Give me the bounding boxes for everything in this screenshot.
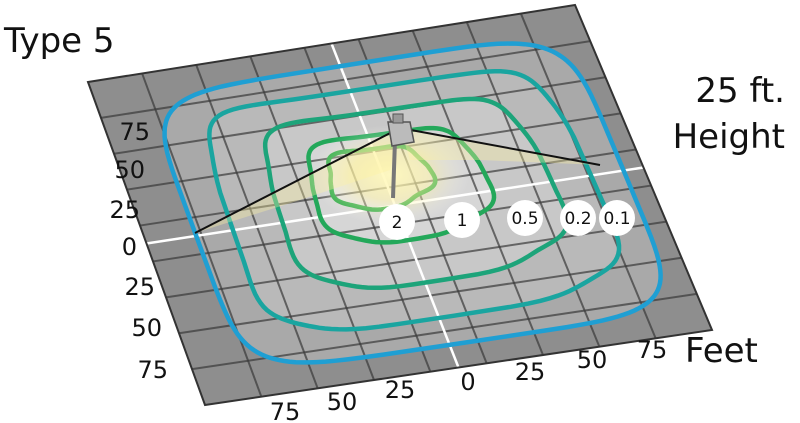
beam-edge <box>194 127 401 234</box>
left-tick-label: 75 <box>137 356 168 384</box>
bottom-tick-label: 0 <box>460 368 475 396</box>
height-label: Height <box>673 117 785 157</box>
bottom-tick-label: 50 <box>577 346 608 374</box>
luminaire-group <box>194 113 601 234</box>
bottom-tick-label: 25 <box>515 358 546 386</box>
left-tick-label: 0 <box>122 233 137 261</box>
pole <box>391 139 397 199</box>
bottom-tick-label: 25 <box>385 376 416 404</box>
title: Type 5 <box>3 21 115 61</box>
contour-label-badge <box>560 200 596 236</box>
contour-label: 2 <box>392 213 403 233</box>
beam-edge <box>399 127 601 166</box>
luminaire <box>387 121 415 147</box>
axis-unit: Feet <box>685 331 758 371</box>
contour-label-badge <box>507 200 543 236</box>
contour-label: 0.5 <box>511 209 538 229</box>
contour-line <box>207 69 622 332</box>
bottom-tick-label: 75 <box>637 336 668 364</box>
bottom-tick-label: 50 <box>327 388 358 416</box>
left-tick-label: 50 <box>114 156 145 184</box>
labels: Type 5 25 ft. Height Feet 2 1 0.5 0.2 0.1 75 5… <box>3 21 785 423</box>
contour-label-badge <box>599 200 635 236</box>
plane-border <box>86 3 714 407</box>
left-tick-label: 25 <box>124 273 155 301</box>
contour-line <box>262 96 570 291</box>
contour-label-badge <box>379 204 415 240</box>
luminaire-cap <box>392 113 404 124</box>
contour-line <box>162 41 663 365</box>
left-tick-label: 75 <box>119 118 150 146</box>
contour-label: 0.2 <box>564 209 591 229</box>
contour-label-badge <box>444 202 480 238</box>
left-tick-label: 50 <box>131 314 162 342</box>
contour-label: 0.1 <box>603 209 630 229</box>
bottom-tick-label: 75 <box>270 398 301 423</box>
height-label: 25 ft. <box>695 71 785 111</box>
light-glow <box>310 125 470 225</box>
contour-label: 1 <box>457 211 468 231</box>
left-tick-label: 25 <box>109 196 140 224</box>
